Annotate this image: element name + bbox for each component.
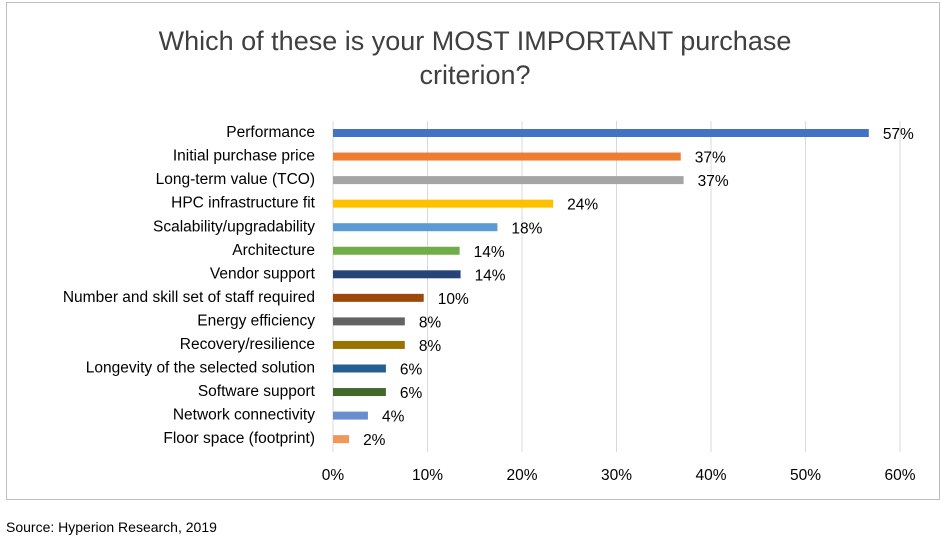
- x-tick-label: 10%: [412, 467, 443, 484]
- y-tick-label: Recovery/resilience: [180, 336, 315, 353]
- y-tick-label: Floor space (footprint): [163, 430, 315, 447]
- bar: [333, 176, 684, 185]
- x-tick-label: 20%: [506, 467, 537, 484]
- y-tick-label: Longevity of the selected solution: [86, 360, 315, 377]
- data-label: 4%: [382, 409, 405, 426]
- data-label: 37%: [698, 173, 729, 190]
- bar: [333, 270, 461, 279]
- chart-frame: [6, 2, 940, 500]
- y-tick-label: Scalability/upgradability: [153, 218, 315, 235]
- bar: [333, 435, 350, 444]
- data-label: 10%: [438, 291, 469, 308]
- x-tick-label: 50%: [790, 467, 821, 484]
- bar: [333, 293, 424, 302]
- y-tick-label: Energy efficiency: [197, 312, 315, 329]
- data-label: 8%: [419, 314, 442, 331]
- bar: [333, 223, 498, 232]
- bar: [333, 246, 460, 255]
- data-label: 14%: [475, 267, 506, 284]
- data-label: 24%: [567, 197, 598, 214]
- data-label: 14%: [474, 244, 505, 261]
- y-tick-label: Initial purchase price: [173, 148, 315, 165]
- x-tick-label: 60%: [884, 467, 915, 484]
- bar: [333, 199, 554, 208]
- bar: [333, 129, 869, 137]
- y-tick-label: HPC infrastructure fit: [171, 195, 316, 212]
- data-label: 57%: [883, 126, 914, 143]
- y-tick-label: Software support: [198, 383, 316, 400]
- bar: [333, 364, 386, 373]
- bar: [333, 152, 681, 161]
- y-tick-label: Long-term value (TCO): [156, 171, 315, 188]
- x-tick-label: 30%: [601, 467, 632, 484]
- x-tick-label: 0%: [322, 467, 345, 484]
- bar: [333, 411, 368, 420]
- y-tick-label: Vendor support: [210, 265, 316, 282]
- y-tick-label: Number and skill set of staff required: [63, 289, 315, 306]
- data-label: 8%: [419, 338, 442, 355]
- bar: [333, 317, 405, 326]
- data-label: 6%: [400, 362, 423, 379]
- source-note: Source: Hyperion Research, 2019: [6, 519, 217, 535]
- chart-title: Which of these is your MOST IMPORTANT pu…: [158, 26, 792, 90]
- data-label: 6%: [400, 385, 423, 402]
- x-tick-label: 40%: [695, 467, 726, 484]
- bar: [333, 340, 405, 349]
- data-label: 2%: [363, 432, 386, 449]
- bar: [333, 388, 386, 397]
- y-tick-label: Architecture: [232, 242, 315, 259]
- data-label: 18%: [511, 220, 542, 237]
- y-tick-label: Network connectivity: [173, 407, 315, 424]
- data-label: 37%: [695, 150, 726, 167]
- y-tick-label: Performance: [226, 124, 315, 141]
